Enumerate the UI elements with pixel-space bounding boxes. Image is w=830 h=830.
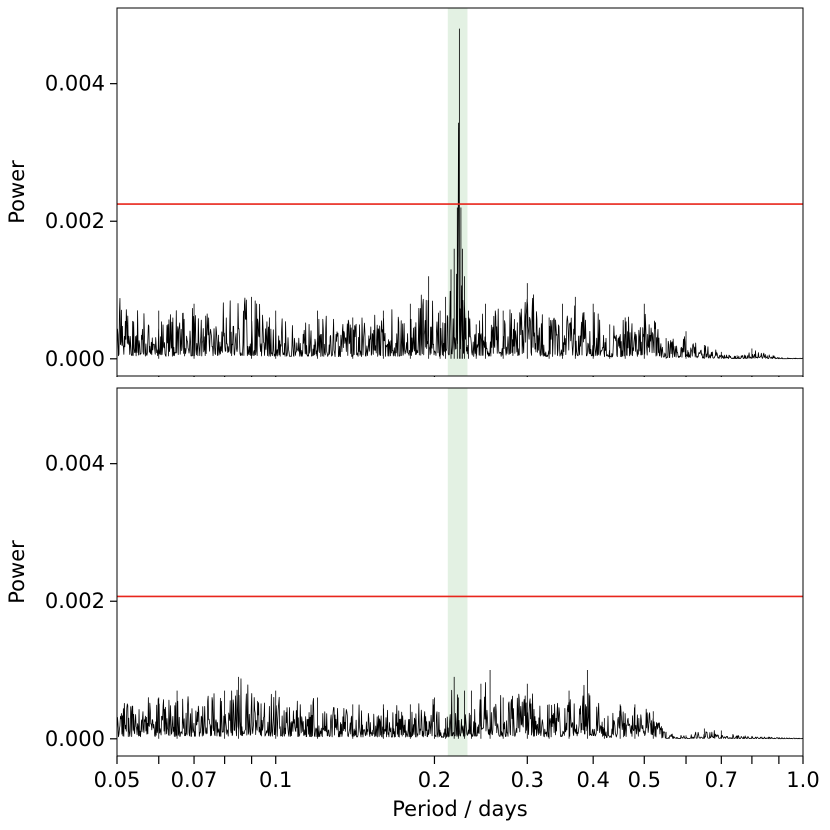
x-tick-label: 1.0 — [786, 768, 819, 792]
bottom-periodogram-panel: 0.000 0.002 0.004 Power — [5, 387, 804, 757]
plot-frame — [116, 7, 804, 377]
x-tick-label: 0.1 — [259, 768, 292, 792]
x-tick-label: 0.2 — [418, 768, 451, 792]
x-tick-label: 0.5 — [628, 768, 661, 792]
periodogram-trace — [116, 28, 804, 360]
highlight-band — [447, 388, 468, 756]
x-axis-label: Period / days — [392, 797, 527, 821]
y-tick-label: 0.000 — [45, 347, 105, 371]
y-tick-label: 0.004 — [45, 452, 105, 476]
y-tick-label: 0.004 — [45, 72, 105, 96]
y-axis-label: Power — [5, 160, 29, 224]
x-tick-label: 0.7 — [705, 768, 738, 792]
y-tick-label: 0.002 — [45, 589, 105, 613]
x-tick-label: 0.07 — [171, 768, 218, 792]
x-tick-label: 0.4 — [576, 768, 609, 792]
y-tick-label: 0.000 — [45, 727, 105, 751]
shared-x-axis: 0.05 0.07 0.1 0.2 0.3 0.4 0.5 0.7 1.0 Period / da… — [94, 376, 820, 821]
y-axis-label: Power — [5, 540, 29, 604]
periodogram-trace — [116, 670, 804, 740]
x-tick-label: 0.3 — [511, 768, 544, 792]
y-tick-label: 0.002 — [45, 209, 105, 233]
top-periodogram-panel: 0.000 0.002 0.004 Power — [5, 7, 804, 377]
x-tick-label: 0.05 — [94, 768, 141, 792]
plot-frame — [116, 387, 804, 757]
